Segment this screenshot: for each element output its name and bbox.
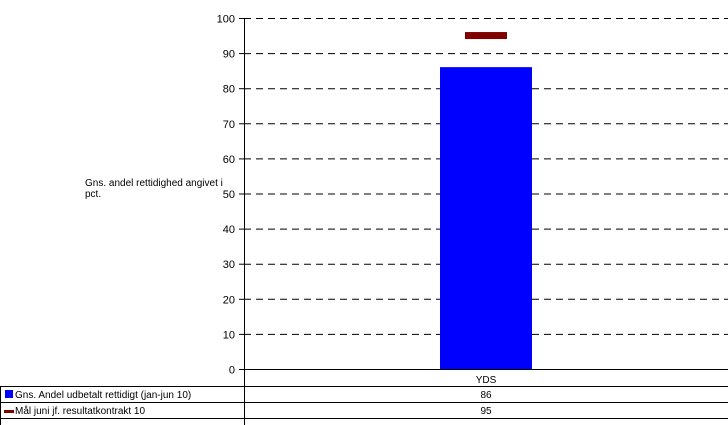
y-tick-label: 10 <box>223 329 235 341</box>
table-row-value: 95 <box>480 406 492 417</box>
legend-swatch-bar <box>5 390 13 398</box>
y-tick-label: 40 <box>223 224 235 236</box>
x-tick-label: YDS <box>476 375 497 386</box>
y-tick-label: 50 <box>223 189 235 201</box>
y-tick-label: 70 <box>223 119 235 131</box>
y-axis-label: Gns. andel rettidighed angivet i pct. <box>85 178 223 200</box>
table-row-label: Mål juni jf. resultatkontrakt 10 <box>15 405 145 417</box>
legend-swatch-marker <box>4 410 14 413</box>
y-tick-label: 30 <box>223 259 235 271</box>
y-tick-label: 20 <box>223 294 235 306</box>
y-tick-label: 0 <box>229 365 235 377</box>
data-table: YDS Gns. Andel udbetalt rettidigt (jan-ju… <box>0 369 728 425</box>
table-row-value: 86 <box>480 390 492 401</box>
y-tick-label: 90 <box>223 49 235 61</box>
y-tick-label: 80 <box>223 84 235 96</box>
chart-marks <box>440 32 532 369</box>
y-tick-label: 100 <box>217 14 235 26</box>
y-tick-label: 60 <box>223 154 235 166</box>
y-axis-ticks: 0 10 20 30 40 50 60 70 80 90 100 <box>217 14 244 377</box>
bar <box>440 67 532 369</box>
table-row-label: Gns. Andel udbetalt rettidigt (jan-jun 1… <box>15 390 191 401</box>
target-marker <box>465 32 507 40</box>
